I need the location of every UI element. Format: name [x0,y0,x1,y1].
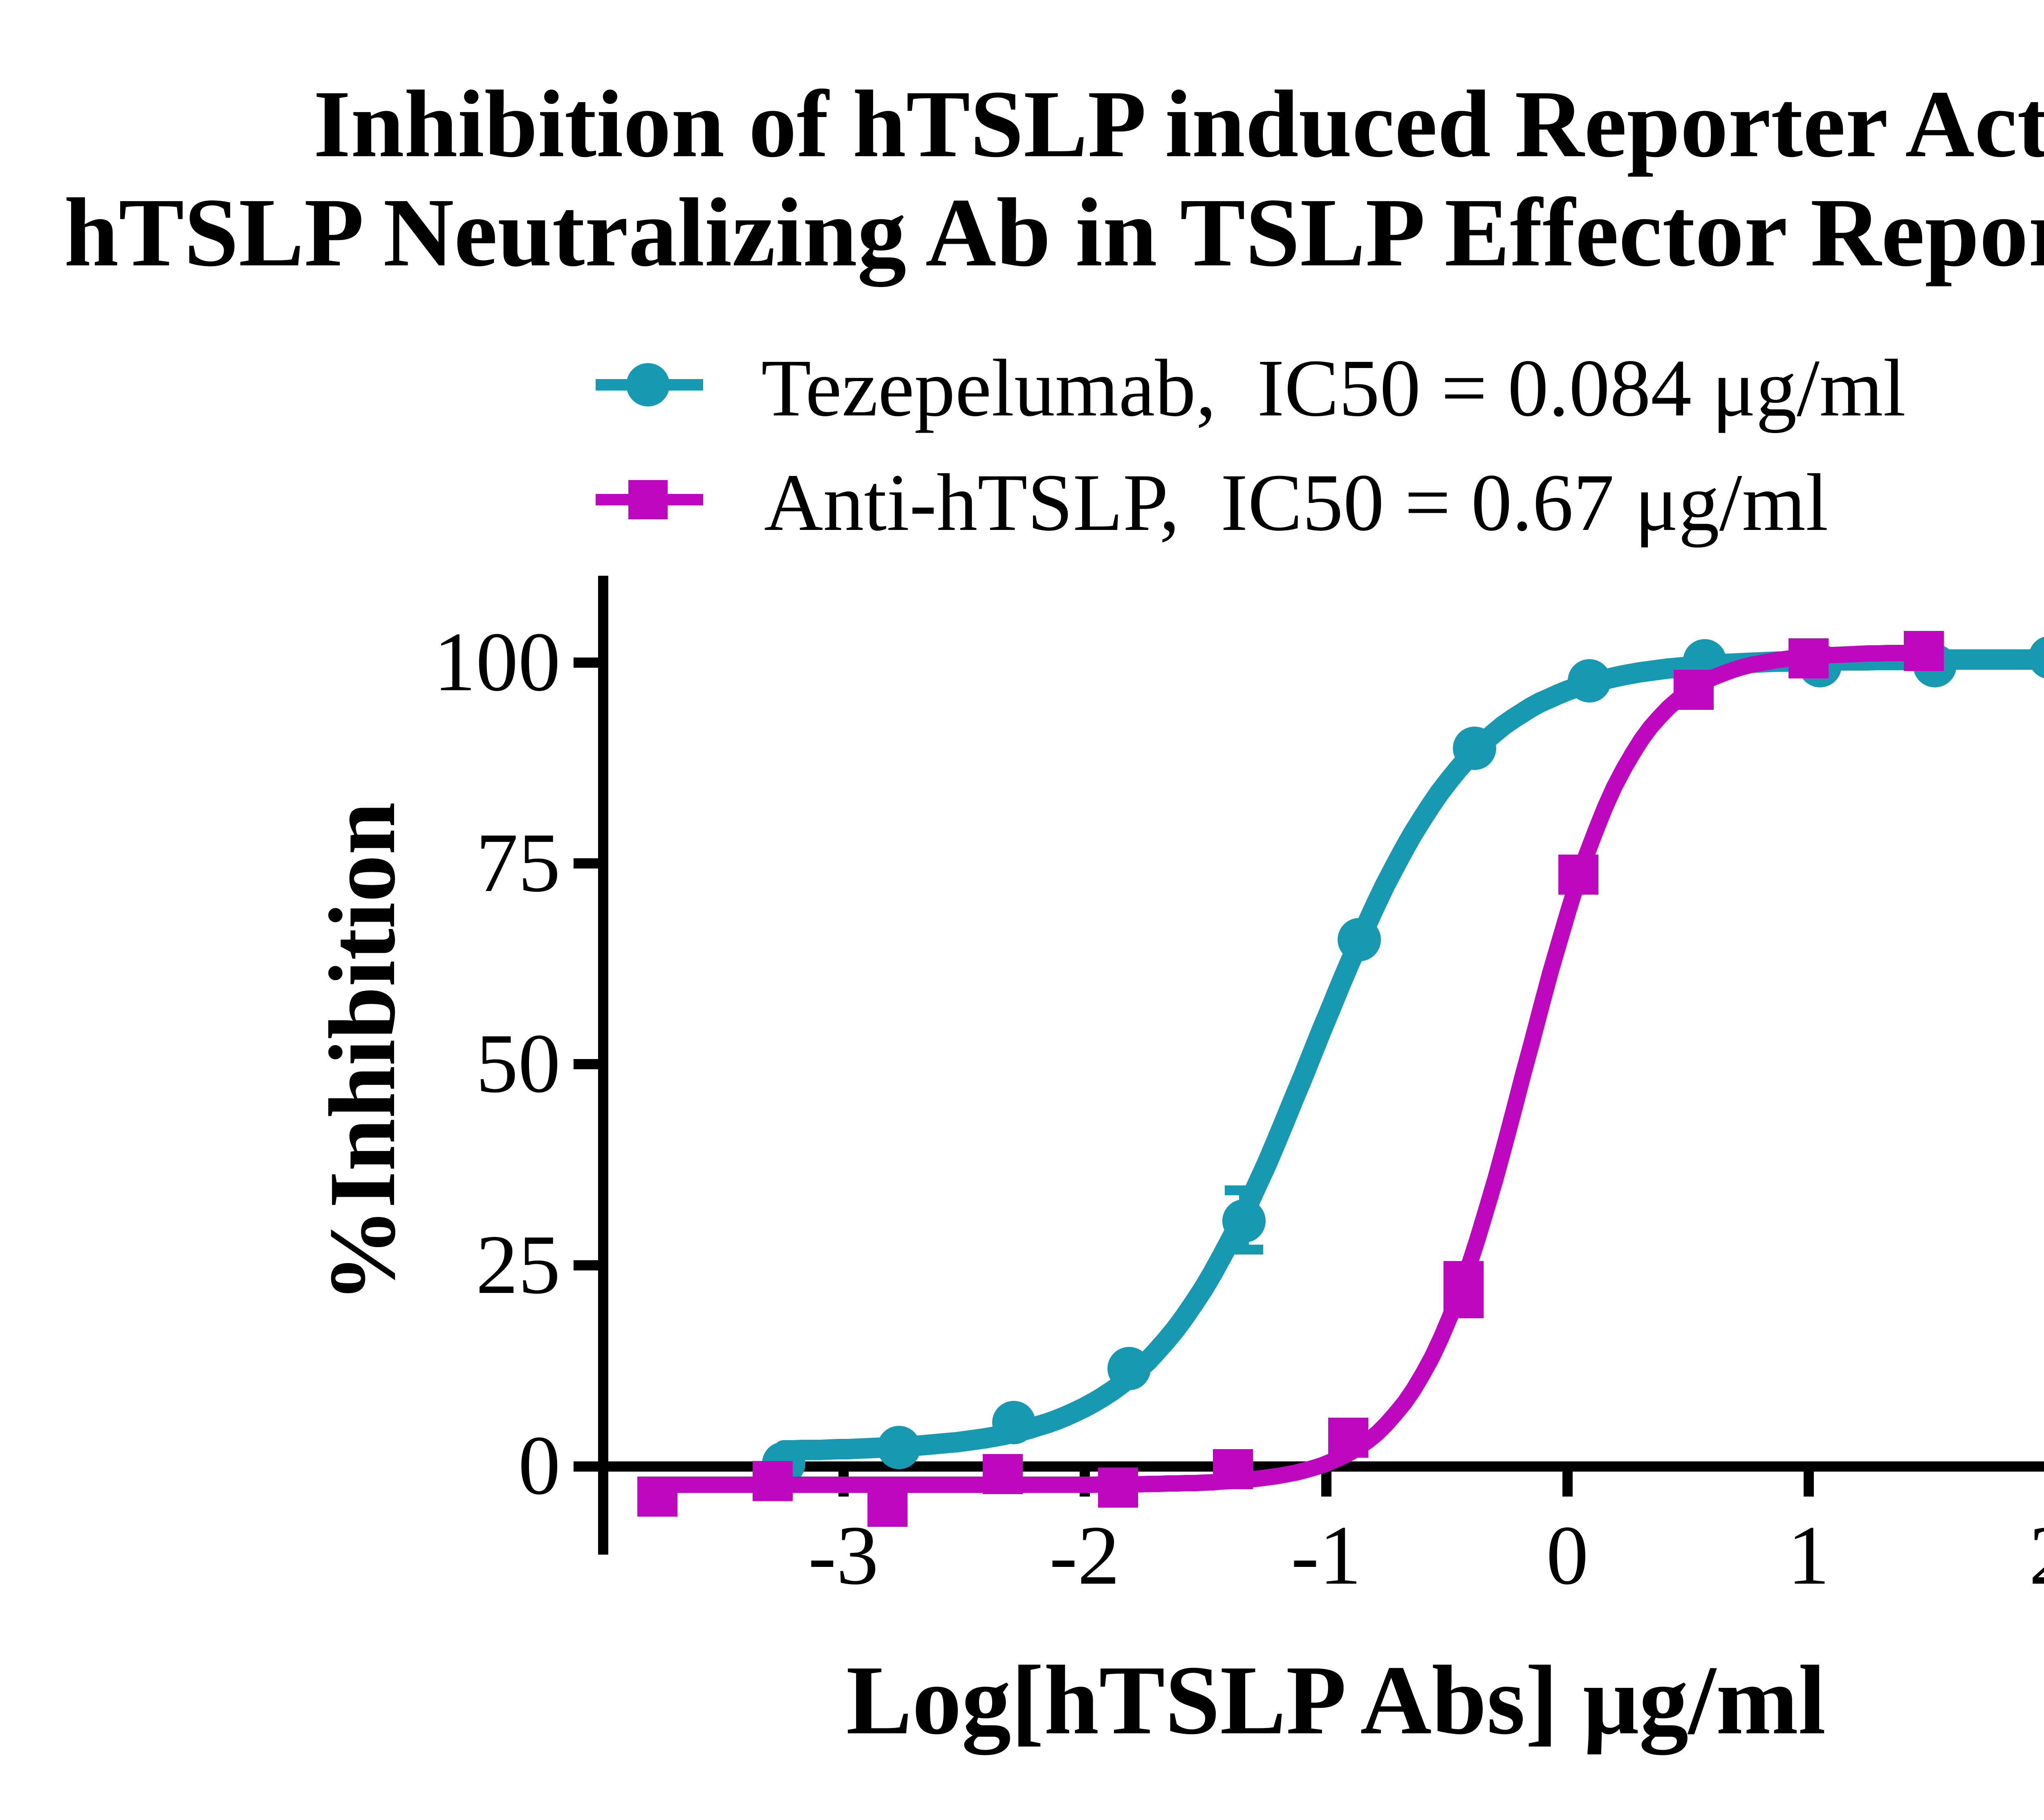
svg-text:-3: -3 [808,1508,879,1602]
svg-text:0: 0 [518,1418,561,1512]
svg-text:75: 75 [476,816,560,909]
svg-text:0: 0 [1546,1508,1589,1602]
svg-text:%Inhibition: %Inhibition [310,802,415,1303]
svg-text:25: 25 [476,1218,560,1311]
svg-text:-1: -1 [1291,1508,1361,1602]
svg-text:2: 2 [2029,1508,2044,1602]
svg-text:50: 50 [476,1017,560,1110]
svg-text:-2: -2 [1049,1508,1120,1602]
svg-text:100: 100 [434,615,561,709]
svg-text:Log[hTSLP Abs] μg/ml: Log[hTSLP Abs] μg/ml [846,1645,1826,1755]
svg-text:hTSLP Neutralizing Ab in TSLP: hTSLP Neutralizing Ab in TSLP Effector R… [64,178,2044,287]
svg-text:Tezepelumab, IC50 = 0.084 μg/: Tezepelumab, IC50 = 0.084 μg/ml [761,343,1906,433]
svg-text:Inhibition of hTSLP induced Re: Inhibition of hTSLP induced Reporter Act… [314,71,2044,177]
svg-text:Anti-hTSLP, IC50 = 0.67 μg/ml: Anti-hTSLP, IC50 = 0.67 μg/ml [764,458,1829,548]
svg-text:1: 1 [1787,1508,1830,1602]
